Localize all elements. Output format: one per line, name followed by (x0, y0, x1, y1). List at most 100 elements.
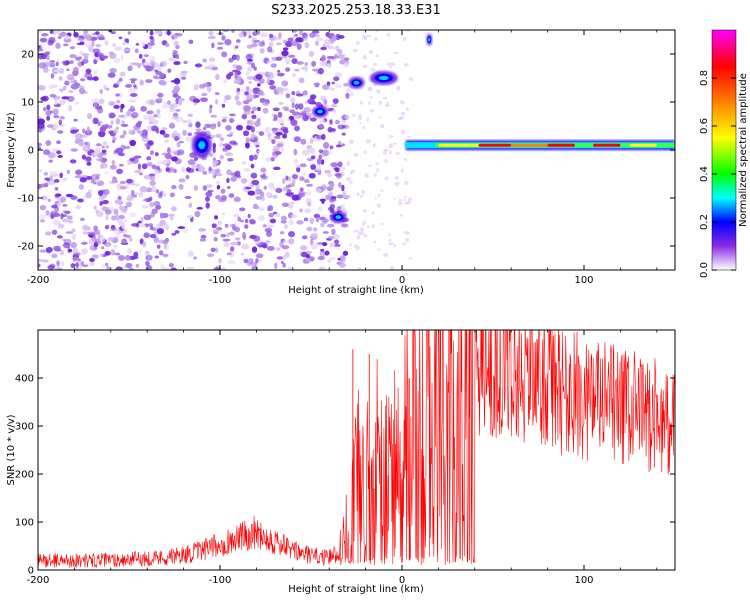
noise-speck (243, 105, 251, 112)
noise-speck (87, 189, 92, 193)
noise-speck (307, 98, 316, 105)
noise-speck (89, 257, 95, 263)
noise-speck (123, 207, 127, 215)
noise-speck (266, 46, 273, 53)
noise-speck (110, 249, 116, 256)
noise-speck (194, 63, 203, 68)
noise-speck (158, 79, 166, 85)
noise-speck (332, 98, 339, 105)
noise-speck (263, 185, 267, 190)
noise-speck (112, 129, 118, 134)
noise-speck (328, 150, 333, 155)
noise-speck (393, 51, 399, 55)
noise-speck (388, 143, 394, 149)
spectrogram-xtick-label: -200 (27, 275, 50, 286)
noise-speck (98, 195, 105, 202)
noise-speck (163, 133, 170, 138)
noise-speck (255, 73, 263, 80)
noise-speck (137, 163, 141, 170)
noise-speck (309, 138, 314, 144)
noise-speck (319, 118, 325, 124)
noise-speck (304, 179, 310, 184)
noise-speck (222, 238, 231, 242)
noise-speck (76, 42, 85, 46)
noise-speck (158, 192, 163, 199)
noise-speck (86, 176, 93, 180)
noise-speck (315, 164, 322, 171)
noise-speck (327, 173, 333, 178)
noise-speck (73, 118, 78, 122)
noise-speck (271, 150, 279, 158)
noise-speck (78, 184, 84, 190)
noise-speck (282, 177, 286, 185)
noise-speck (240, 161, 247, 165)
noise-speck (356, 192, 360, 196)
blob-core (428, 37, 431, 42)
noise-speck (299, 245, 308, 251)
noise-speck (211, 223, 217, 229)
noise-speck (110, 120, 114, 125)
noise-speck (251, 246, 258, 253)
noise-speck (86, 113, 93, 120)
noise-speck (210, 134, 217, 139)
noise-speck (291, 102, 295, 109)
noise-speck (223, 242, 230, 248)
noise-speck (82, 230, 88, 235)
noise-speck (168, 262, 174, 268)
noise-speck (98, 253, 104, 258)
noise-speck (42, 107, 47, 112)
noise-speck (253, 39, 261, 43)
noise-speck (243, 258, 249, 264)
noise-speck (233, 55, 237, 60)
noise-speck (259, 48, 265, 54)
noise-speck (329, 128, 336, 132)
noise-speck (86, 231, 95, 236)
blob-core (353, 81, 360, 85)
spectrogram-ylabel: Frequency (Hz) (6, 112, 17, 188)
noise-speck (235, 101, 242, 106)
noise-speck (146, 254, 153, 261)
noise-speck (358, 116, 362, 121)
noise-speck (115, 126, 120, 131)
noise-speck (212, 142, 217, 150)
noise-speck (211, 42, 215, 49)
noise-speck (79, 177, 87, 183)
noise-speck (267, 205, 274, 211)
noise-speck (170, 166, 175, 173)
noise-speck (126, 201, 132, 208)
noise-speck (294, 33, 298, 37)
noise-speck (108, 112, 116, 119)
noise-speck (342, 190, 347, 196)
noise-speck (329, 182, 335, 188)
noise-speck (55, 61, 59, 67)
noise-speck (43, 149, 51, 156)
noise-speck (384, 176, 389, 181)
blob-core (335, 215, 342, 219)
noise-speck (60, 212, 64, 220)
noise-speck (301, 149, 310, 156)
noise-speck (97, 121, 101, 127)
noise-speck (322, 141, 330, 149)
noise-speck (47, 152, 56, 159)
noise-speck (112, 84, 119, 88)
noise-speck (403, 158, 408, 161)
noise-speck (175, 108, 181, 112)
noise-speck (188, 202, 193, 208)
noise-speck (170, 156, 178, 162)
noise-speck (69, 90, 74, 94)
noise-speck (362, 64, 368, 69)
noise-speck (69, 159, 77, 164)
noise-speck (82, 224, 89, 231)
noise-speck (218, 257, 222, 264)
spectral-blob (312, 105, 329, 118)
noise-speck (147, 45, 153, 50)
noise-speck (320, 46, 327, 51)
noise-speck (300, 139, 305, 143)
noise-speck (248, 88, 254, 93)
noise-speck (149, 226, 154, 231)
noise-speck (388, 232, 391, 238)
noise-speck (109, 67, 118, 74)
noise-speck (58, 99, 66, 106)
noise-speck (104, 171, 109, 175)
noise-speck (281, 80, 289, 87)
